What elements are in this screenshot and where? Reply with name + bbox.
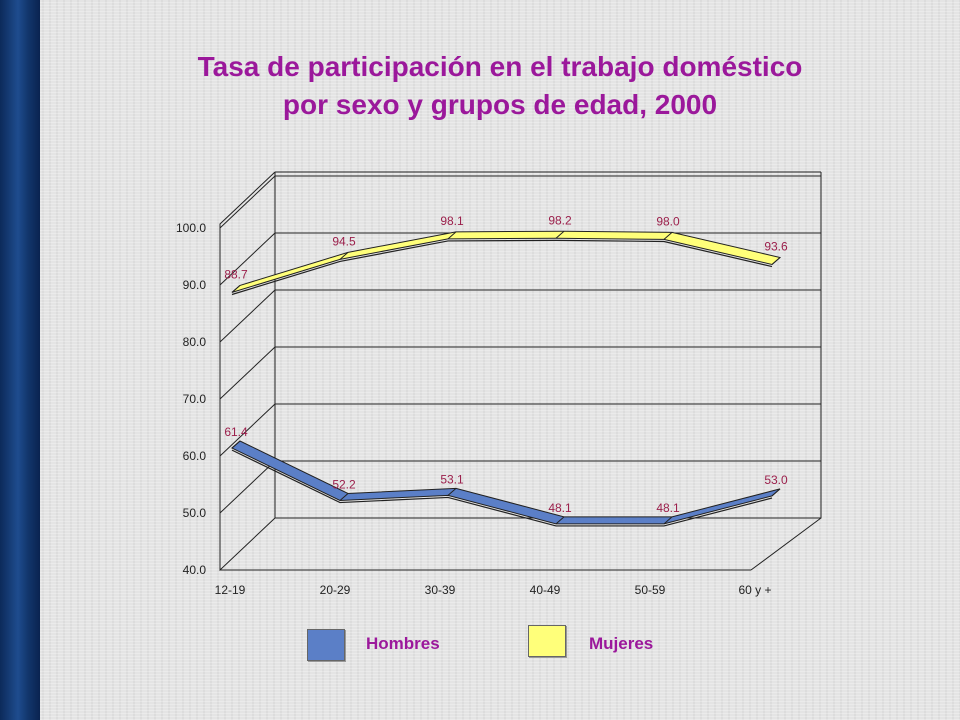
- series-mujeres-point: [771, 257, 781, 265]
- x-axis-ticks: 12-19 20-29 30-39 40-49 50-59 60 y +: [215, 583, 772, 597]
- x-tick-label: 40-49: [530, 583, 561, 597]
- y-tick-label: 60.0: [183, 449, 207, 463]
- x-tick-label: 50-59: [635, 583, 666, 597]
- data-labels-layer: 61.4 52.2 53.1 48.1 48.1 53.0 88.7 94.5 98.1 98.2…: [224, 213, 788, 515]
- data-label: 48.1: [548, 501, 572, 515]
- series-mujeres-line: [231, 239, 773, 296]
- y-tick-label: 50.0: [183, 506, 207, 520]
- series-mujeres-point: [339, 251, 349, 260]
- chart-title-line-2: por sexo y grupos de edad, 2000: [282, 89, 718, 120]
- x-tick-label: 30-39: [425, 583, 456, 597]
- series-hombres-ribbon: [231, 440, 781, 525]
- series-layer: [231, 230, 782, 527]
- gridline-side-5: [219, 232, 276, 286]
- gridline-side-4: [219, 289, 276, 343]
- series-hombres-point: [663, 516, 673, 525]
- x-tick-label: 20-29: [320, 583, 351, 597]
- series-hombres-point: [555, 516, 565, 525]
- data-label: 94.5: [332, 234, 356, 248]
- series-hombres-point: [771, 488, 781, 497]
- data-label: 88.7: [224, 267, 248, 281]
- legend-swatch-hombres: [307, 629, 345, 661]
- chart-title: Tasa de participación en el trabajo domé…: [40, 48, 960, 124]
- y-tick-label: 100.0: [176, 221, 206, 235]
- data-label: 93.6: [764, 239, 788, 253]
- left-decorative-band: [0, 0, 40, 720]
- legend-label-mujeres: Mujeres: [589, 634, 654, 653]
- gridline-side-2: [219, 403, 276, 457]
- series-mujeres-point: [663, 232, 673, 240]
- y-tick-label: 70.0: [183, 392, 207, 406]
- data-label: 98.1: [440, 214, 464, 228]
- series-mujeres-point: [447, 231, 457, 240]
- y-tick-label: 40.0: [183, 563, 207, 577]
- data-label: 53.0: [764, 473, 788, 487]
- chart-gridlines: [219, 175, 821, 514]
- data-label: 61.4: [224, 425, 248, 439]
- series-hombres-line: [231, 449, 773, 527]
- floor-right-edge: [750, 517, 822, 571]
- series-hombres-point: [447, 487, 457, 496]
- data-label: 48.1: [656, 501, 680, 515]
- y-tick-label: 90.0: [183, 278, 207, 292]
- series-hombres-point: [339, 493, 349, 501]
- legend-label-hombres: Hombres: [366, 634, 440, 653]
- gridline-side-3: [219, 346, 276, 400]
- side-wall: [219, 171, 276, 572]
- series-mujeres-point: [555, 230, 565, 239]
- x-tick-label: 12-19: [215, 583, 246, 597]
- data-label: 98.2: [548, 213, 572, 227]
- legend-swatch-mujeres: [528, 625, 566, 657]
- data-label: 98.0: [656, 214, 680, 228]
- series-hombres-point: [231, 440, 241, 449]
- gridline-side-1: [219, 460, 276, 514]
- gridline-side-6: [219, 175, 276, 229]
- y-axis-ticks: 40.0 50.0 60.0 70.0 80.0 90.0 100.0: [176, 221, 206, 577]
- chart-title-line-1: Tasa de participación en el trabajo domé…: [197, 51, 803, 82]
- x-tick-label: 60 y +: [738, 583, 771, 597]
- series-mujeres-point: [231, 285, 241, 293]
- data-label: 52.2: [332, 477, 356, 491]
- data-label: 53.1: [440, 472, 464, 486]
- y-tick-label: 80.0: [183, 335, 207, 349]
